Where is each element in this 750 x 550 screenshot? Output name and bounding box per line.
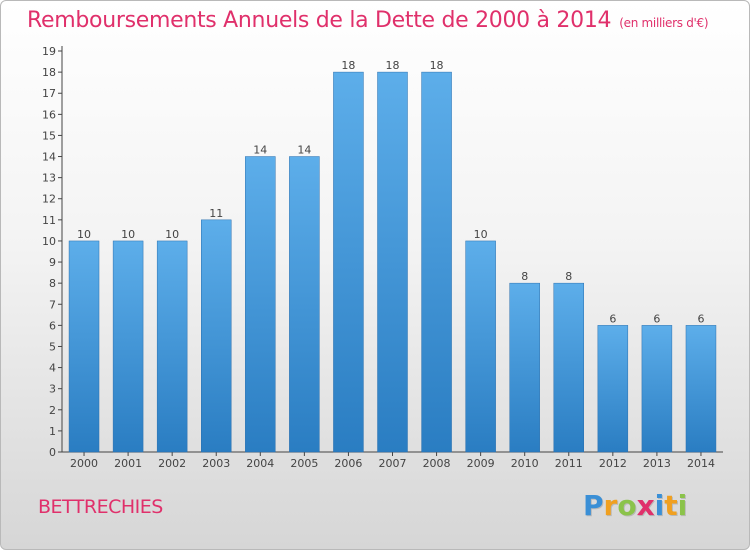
data-label: 8 (565, 270, 572, 283)
x-tick-label: 2008 (423, 457, 451, 470)
chart-title-text: Remboursements Annuels de la Dette de 20… (27, 8, 612, 33)
x-tick-label: 2007 (379, 457, 407, 470)
data-label: 10 (165, 228, 179, 241)
x-tick-label: 2014 (687, 457, 715, 470)
y-tick-label: 6 (49, 319, 56, 332)
y-tick-label: 15 (42, 129, 56, 142)
bar-2007 (377, 71, 408, 453)
y-tick-label: 2 (49, 404, 56, 417)
chart-subtitle: (en milliers d'€) (619, 16, 709, 30)
data-label: 18 (341, 59, 355, 72)
y-tick-label: 19 (42, 45, 56, 58)
bar-2013 (641, 325, 673, 453)
y-tick-label: 16 (42, 108, 56, 121)
x-tick-label: 2001 (114, 457, 142, 470)
data-label: 10 (121, 228, 135, 241)
bar-2011 (553, 282, 584, 453)
bar-2001 (112, 240, 144, 453)
y-tick-label: 7 (49, 298, 56, 311)
bar-2008 (421, 71, 452, 453)
x-tick-label: 2010 (511, 457, 539, 470)
logo-letter: i (677, 489, 688, 522)
data-label: 6 (697, 312, 704, 325)
data-label: 6 (609, 312, 616, 325)
x-tick-label: 2011 (555, 457, 583, 470)
bar-2014 (685, 325, 717, 453)
logo-letter: o (617, 489, 637, 522)
bar-2009 (465, 240, 496, 453)
data-label: 14 (297, 144, 311, 157)
y-tick-label: 9 (49, 256, 56, 269)
y-tick-label: 12 (42, 193, 56, 206)
bar-2002 (156, 240, 188, 453)
y-tick-label: 5 (49, 340, 56, 353)
y-tick-label: 10 (42, 235, 56, 248)
x-tick-label: 2012 (599, 457, 627, 470)
y-tick-label: 17 (42, 87, 56, 100)
y-tick-label: 8 (49, 277, 56, 290)
bars: 10 10 10 11 14 14 18 18 18 10 8 8 6 6 6 (68, 59, 717, 453)
y-tick-label: 4 (49, 362, 56, 375)
x-axis: 2000 2001 2002 2003 2004 2005 2006 2007 2008 2009… (62, 451, 723, 470)
logo-letter: i (654, 489, 665, 522)
town-name: BETTRECHIES (38, 496, 163, 518)
data-label: 10 (77, 228, 91, 241)
x-tick-label: 2006 (334, 457, 362, 470)
data-label: 8 (521, 270, 528, 283)
x-tick-label: 2002 (158, 457, 186, 470)
x-tick-label: 2004 (246, 457, 274, 470)
data-label: 10 (474, 228, 488, 241)
bar-2012 (597, 325, 629, 453)
bar-2010 (509, 282, 540, 453)
data-label: 14 (253, 144, 267, 157)
chart-title: Remboursements Annuels de la Dette de 20… (27, 8, 709, 33)
bar-2006 (333, 71, 364, 453)
data-label: 6 (653, 312, 660, 325)
data-label: 18 (386, 59, 400, 72)
logo-letter: r (603, 489, 618, 522)
y-tick-label: 18 (42, 66, 56, 79)
bar-2004 (245, 156, 276, 453)
bar-2000 (68, 240, 100, 453)
logo-letter: x (636, 489, 655, 522)
x-tick-label: 2000 (70, 457, 98, 470)
y-tick-label: 14 (42, 151, 56, 164)
y-tick-label: 13 (42, 172, 56, 185)
y-tick-label: 0 (49, 446, 56, 459)
x-tick-label: 2009 (467, 457, 495, 470)
data-label: 11 (209, 207, 223, 220)
x-tick-label: 2003 (202, 457, 230, 470)
data-label: 18 (430, 59, 444, 72)
x-tick-label: 2013 (643, 457, 671, 470)
proxiti-logo[interactable]: Proxiti (583, 489, 687, 522)
y-tick-label: 3 (49, 383, 56, 396)
bar-2003 (201, 219, 232, 453)
y-tick-label: 11 (42, 214, 56, 227)
y-tick-label: 1 (49, 425, 56, 438)
logo-letter: P (583, 489, 604, 522)
x-tick-label: 2005 (290, 457, 318, 470)
bar-2005 (289, 156, 320, 453)
logo-letter: t (664, 489, 678, 522)
